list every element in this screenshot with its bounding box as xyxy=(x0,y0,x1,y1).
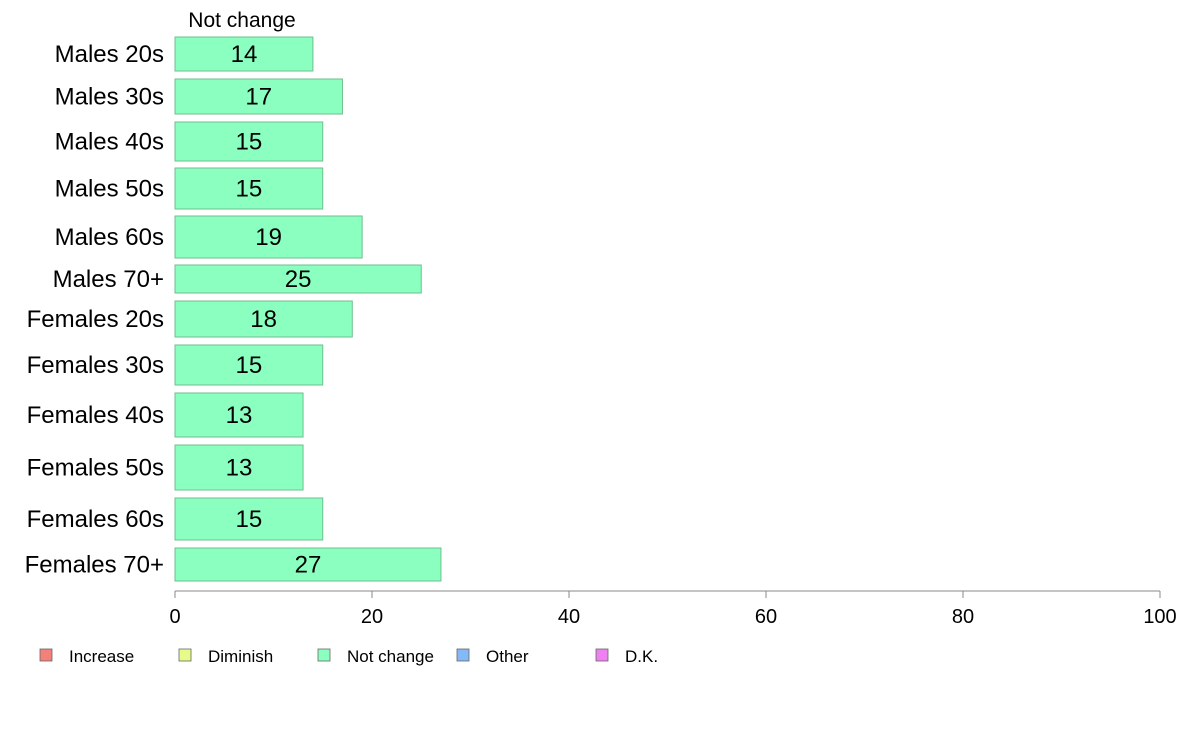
category-label: Females 70+ xyxy=(25,552,164,579)
category-label: Males 70+ xyxy=(53,266,164,293)
category-label: Females 20s xyxy=(27,306,164,333)
bar-value-label: 19 xyxy=(255,224,282,251)
x-tick-label: 100 xyxy=(1143,606,1176,628)
bar-value-label: 13 xyxy=(226,402,253,429)
x-tick-label: 40 xyxy=(558,606,580,628)
legend-label: Other xyxy=(486,647,529,666)
bar xyxy=(174,300,353,338)
bar xyxy=(174,497,324,541)
bar-value-label: 27 xyxy=(295,552,322,579)
legend-swatch xyxy=(595,648,609,662)
bar-value-label: 25 xyxy=(285,266,312,293)
x-tick-label: 60 xyxy=(755,606,777,628)
category-label: Females 60s xyxy=(27,506,164,533)
bars: 14 Males 20s 17 Males 30s 15 Males 40s 15 Males… xyxy=(25,36,442,582)
bar-value-label: 15 xyxy=(236,129,263,156)
legend-label: D.K. xyxy=(625,647,658,666)
category-label: Females 30s xyxy=(27,352,164,379)
x-tick-label: 0 xyxy=(169,606,180,628)
bar-value-label: 13 xyxy=(226,455,253,482)
bar xyxy=(174,167,324,210)
legend-swatch xyxy=(39,648,53,662)
x-axis: 0 20 40 60 80 100 xyxy=(169,590,1177,628)
bar-value-label: 17 xyxy=(245,84,272,111)
legend-label: Increase xyxy=(69,647,134,666)
bar-value-label: 15 xyxy=(236,352,263,379)
legend: Increase Diminish Not change Other D.K. xyxy=(39,647,658,666)
legend-swatch xyxy=(178,648,192,662)
legend-swatch xyxy=(317,648,331,662)
x-tick-label: 20 xyxy=(361,606,383,628)
bar xyxy=(174,215,363,259)
category-label: Males 30s xyxy=(55,84,164,111)
bar-value-label: 14 xyxy=(231,41,258,68)
category-label: Females 40s xyxy=(27,402,164,429)
bar xyxy=(174,264,422,294)
x-tick-label: 80 xyxy=(952,606,974,628)
bar xyxy=(174,78,343,115)
bar xyxy=(174,344,324,386)
legend-label: Not change xyxy=(347,647,434,666)
bar xyxy=(174,36,314,72)
category-label: Females 50s xyxy=(27,455,164,482)
bar xyxy=(174,392,304,438)
bar-value-label: 15 xyxy=(236,176,263,203)
category-label: Males 40s xyxy=(55,129,164,156)
bar xyxy=(174,121,324,162)
series-title: Not change xyxy=(188,9,295,32)
category-label: Males 60s xyxy=(55,224,164,251)
category-label: Males 50s xyxy=(55,176,164,203)
legend-swatch xyxy=(456,648,470,662)
bar xyxy=(174,444,304,491)
bar-value-label: 18 xyxy=(250,306,277,333)
bar-value-label: 15 xyxy=(236,506,263,533)
bar xyxy=(174,547,442,582)
legend-label: Diminish xyxy=(208,647,273,666)
category-label: Males 20s xyxy=(55,41,164,68)
